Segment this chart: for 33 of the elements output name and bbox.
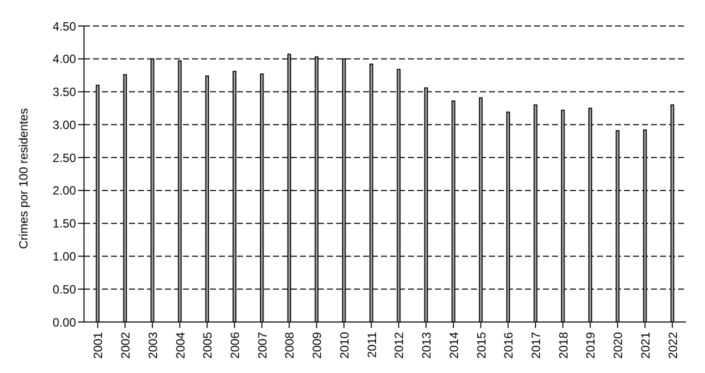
x-tick-label: 2001: [91, 332, 106, 359]
x-tick-label: 2002: [118, 332, 133, 359]
x-tick-label: 2010: [337, 332, 352, 359]
y-tick-label: 4.50: [52, 19, 76, 34]
x-tick-label: 2007: [255, 332, 270, 359]
x-tick-label: 2006: [228, 332, 242, 359]
y-tick-label: 2.50: [52, 150, 76, 165]
x-tick-label: 2009: [310, 332, 324, 359]
y-axis-title: Crimes por 100 residentes: [16, 108, 30, 249]
x-tick-label: 2011: [364, 332, 379, 358]
x-tick-label: 2022: [666, 332, 680, 359]
y-tick-label: 4.00: [52, 52, 76, 66]
x-tick-label: 2015: [474, 332, 488, 359]
x-tick-label: 2019: [584, 332, 598, 359]
y-tick-label: 0.50: [52, 282, 76, 296]
x-tick-label: 2021: [638, 332, 652, 359]
x-tick-label: 2013: [420, 332, 434, 359]
y-tick-label: 1.50: [52, 216, 76, 231]
x-tick-label: 2012: [392, 332, 406, 359]
x-tick-label: 2003: [146, 332, 160, 359]
y-tick-label: 2.00: [52, 184, 76, 198]
x-tick-label: 2016: [502, 332, 516, 359]
y-tick-label: 3.50: [52, 85, 76, 100]
x-tick-label: 2018: [556, 332, 570, 359]
x-tick-label: 2017: [529, 332, 544, 359]
x-tick-label: 2004: [173, 332, 188, 359]
x-tick-label: 2005: [200, 332, 215, 359]
y-tick-label: 3.00: [52, 118, 76, 132]
x-tick-label: 2008: [282, 332, 297, 359]
y-tick-label: 1.00: [52, 249, 76, 264]
x-tick-label: 2020: [611, 332, 626, 359]
y-tick-label: 0.00: [52, 315, 76, 330]
x-tick-label: 2014: [446, 332, 461, 359]
